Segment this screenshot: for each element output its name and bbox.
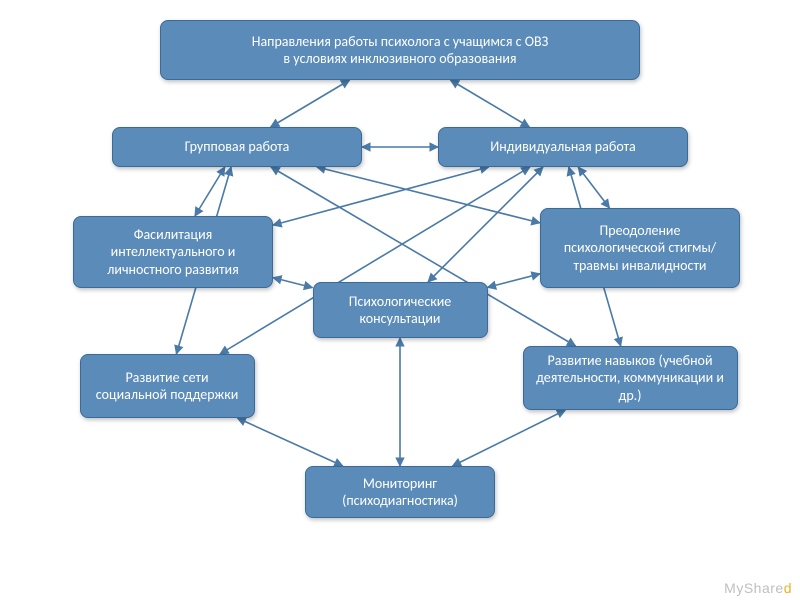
edge-indiv-consult [428, 167, 543, 282]
edge-group-stigma [317, 167, 540, 223]
watermark-accent: d [784, 580, 792, 596]
node-monitor: Мониторинг (психодиагностика) [305, 466, 495, 518]
node-label: Преодоление психологической стигмы/травм… [551, 222, 729, 275]
node-title: Направления работы психолога с учащимся … [160, 20, 640, 80]
node-label: Мониторинг (психодиагностика) [316, 475, 484, 510]
edge-consult-stigma [488, 274, 541, 288]
watermark: MyShared [724, 580, 792, 596]
edge-facil-consult [273, 278, 313, 288]
edge-indiv-stigma [578, 167, 609, 208]
edge-indiv-facil [273, 167, 489, 225]
node-group: Групповая работа [112, 127, 362, 167]
diagram-canvas: Направления работы психолога с учащимся … [0, 0, 800, 600]
watermark-text: MyShare [724, 580, 784, 596]
node-label: Групповая работа [185, 138, 290, 156]
node-social: Развитие сети социальной поддержки [80, 354, 255, 418]
node-label: Индивидуальная работа [490, 138, 636, 156]
node-label: Психологические консультации [324, 293, 477, 328]
edge-title-group [271, 80, 350, 127]
node-label: Фасилитация интеллектуального и личностн… [84, 226, 262, 279]
node-label: Направления работы психолога с учащимся … [252, 33, 549, 68]
edge-skills-monitor [453, 410, 566, 466]
node-label: Развитие навыков (учебной деятельности, … [534, 352, 727, 405]
node-facil: Фасилитация интеллектуального и личностн… [73, 216, 273, 288]
node-label: Развитие сети социальной поддержки [91, 369, 244, 404]
edge-title-indiv [450, 80, 529, 127]
node-skills: Развитие навыков (учебной деятельности, … [523, 346, 738, 410]
edge-social-monitor [237, 418, 342, 466]
node-consult: Психологические консультации [313, 282, 488, 338]
node-indiv: Индивидуальная работа [438, 127, 688, 167]
node-stigma: Преодоление психологической стигмы/травм… [540, 208, 740, 288]
edge-group-facil [195, 167, 225, 216]
